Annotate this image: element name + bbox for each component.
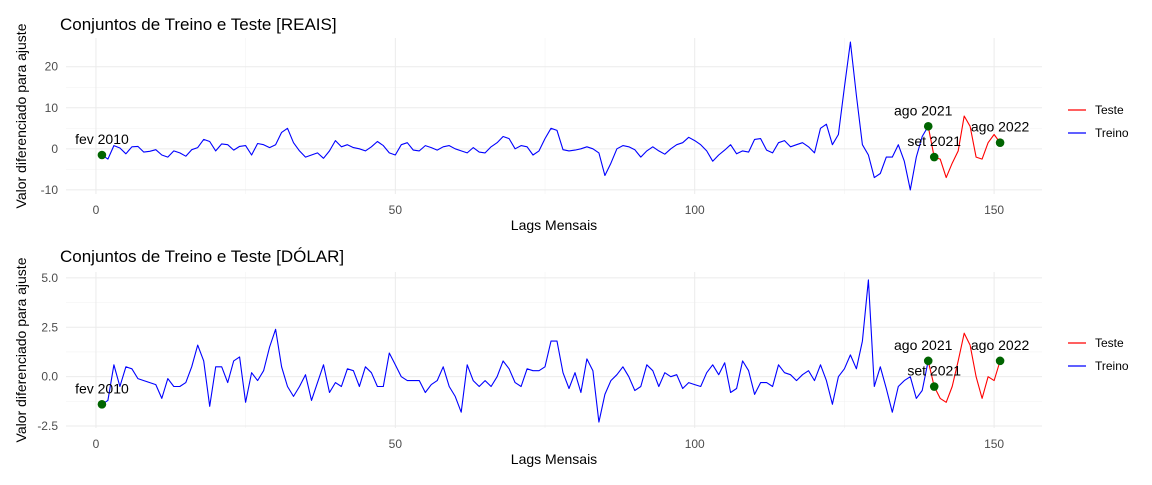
x-tick-label: 100 (685, 203, 705, 217)
legend: Teste Treino (1068, 103, 1129, 140)
y-tick-label: -10 (41, 183, 59, 197)
highlight-point (929, 152, 939, 162)
highlight-point (995, 138, 1005, 147)
series-line-treino (101, 41, 929, 191)
chart-title: Conjuntos de Treino e Teste [DÓLAR] (60, 247, 344, 266)
grid (66, 272, 1042, 428)
point-annotation: set 2021 (907, 363, 961, 379)
y-tick-label: 2.5 (41, 320, 58, 334)
grid (66, 38, 1042, 194)
legend-label: Treino (1095, 359, 1129, 373)
y-tick-label: 20 (45, 60, 59, 74)
point-annotation: ago 2022 (971, 119, 1030, 135)
y-axis-label: Valor diferenciado para ajuste (13, 257, 29, 442)
legend: Teste Treino (1068, 336, 1129, 373)
point-annotation: set 2021 (907, 133, 961, 149)
y-tick-label: 5.0 (41, 271, 58, 285)
highlight-point (995, 356, 1005, 366)
highlight-point (97, 150, 107, 160)
series-line-treino (101, 279, 929, 423)
y-axis-label: Valor diferenciado para ajuste (13, 23, 29, 208)
y-tick-label: 0.0 (41, 370, 58, 384)
chart-panel-1: 0 50 100 150 -10 0 10 20 Conjuntos de Treino e T… (13, 15, 1129, 233)
chart-title: Conjuntos de Treino e Teste [REAIS] (60, 15, 337, 34)
x-tick-label: 150 (984, 203, 1004, 217)
highlight-point (929, 382, 939, 391)
highlight-point (923, 356, 933, 366)
y-tick-label: -2.5 (37, 419, 58, 433)
x-axis-label: Lags Mensais (511, 451, 597, 467)
x-tick-label: 100 (685, 437, 705, 451)
legend-label: Treino (1095, 126, 1129, 140)
x-tick-label: 150 (984, 437, 1004, 451)
y-tick-label: 10 (45, 101, 59, 115)
x-tick-label: 0 (93, 437, 100, 451)
series-line-teste (927, 332, 1001, 403)
point-annotation: ago 2021 (894, 337, 953, 353)
series-line-teste (927, 115, 1001, 179)
y-tick-label: 0 (51, 142, 58, 156)
x-axis-label: Lags Mensais (511, 217, 597, 233)
highlight-point (97, 400, 107, 409)
legend-label: Teste (1095, 336, 1124, 350)
point-annotation: fev 2010 (75, 380, 129, 396)
point-annotation: ago 2021 (894, 102, 953, 118)
point-annotation: ago 2022 (971, 337, 1030, 353)
highlight-point (923, 121, 933, 131)
x-tick-label: 50 (389, 203, 403, 217)
legend-label: Teste (1095, 103, 1124, 117)
point-annotation: fev 2010 (75, 131, 129, 147)
x-tick-label: 50 (389, 437, 403, 451)
x-tick-label: 0 (93, 203, 100, 217)
